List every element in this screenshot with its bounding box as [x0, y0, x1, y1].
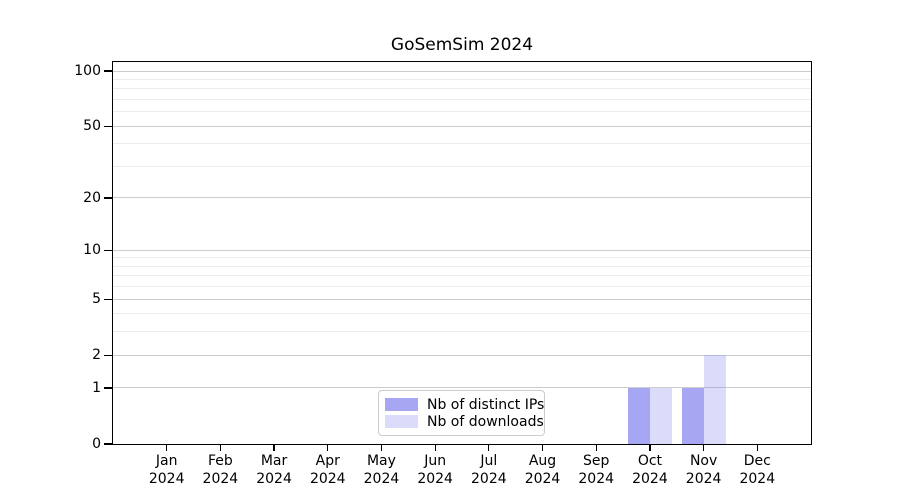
x-tick — [219, 444, 222, 451]
bar-downloads — [703, 355, 726, 444]
y-tick-label: 20 — [83, 189, 101, 206]
legend-item-downloads: Nb of downloads — [385, 413, 544, 430]
gridline-major — [113, 197, 811, 199]
y-tick-label: 2 — [92, 347, 101, 364]
gridline-minor — [113, 313, 811, 315]
x-tick — [756, 444, 758, 451]
gridline-minor — [113, 99, 811, 101]
y-tick — [104, 443, 112, 445]
gridline-minor — [113, 265, 811, 267]
x-tick-label: Aug 2024 — [524, 453, 561, 487]
gridline-minor — [113, 275, 811, 277]
x-tick — [166, 444, 168, 451]
legend-label-distinct-ips: Nb of distinct IPs — [427, 396, 545, 413]
gridline-minor — [113, 257, 811, 259]
x-tick — [380, 444, 383, 451]
gridline-minor — [113, 331, 811, 333]
gridline-minor — [113, 166, 811, 167]
x-tick-label: Jul 2024 — [471, 453, 507, 487]
bar-distinct-ips — [627, 387, 650, 444]
y-tick-label: 50 — [83, 118, 101, 135]
y-tick — [104, 125, 112, 127]
gridline-major — [113, 70, 811, 72]
gridline-major — [113, 249, 811, 251]
x-tick — [541, 444, 544, 451]
legend-label-downloads: Nb of downloads — [427, 413, 544, 430]
y-tick-label: 100 — [74, 63, 101, 80]
x-tick-label: Jan 2024 — [148, 453, 185, 487]
y-tick-label: 5 — [92, 291, 101, 308]
gridline-minor — [113, 78, 811, 80]
x-tick — [595, 444, 597, 451]
y-tick — [104, 70, 112, 72]
gridline-minor — [113, 286, 811, 288]
x-tick-label: Feb 2024 — [202, 453, 239, 487]
y-tick — [104, 387, 112, 389]
bar-distinct-ips — [681, 387, 704, 444]
legend-swatch-distinct-ips — [385, 398, 418, 411]
legend-item-distinct-ips: Nb of distinct IPs — [385, 396, 544, 413]
gridline-minor — [113, 88, 811, 90]
x-tick-label: Oct 2024 — [632, 453, 668, 487]
x-tick-label: May 2024 — [363, 453, 400, 487]
x-tick — [273, 444, 275, 451]
gridline-minor — [113, 143, 811, 145]
x-tick — [434, 444, 436, 451]
y-tick-label: 1 — [92, 379, 101, 396]
y-tick — [104, 298, 112, 300]
gridline-major — [113, 298, 811, 300]
x-tick-label: Mar 2024 — [256, 453, 292, 487]
gridline-major — [113, 387, 811, 389]
x-tick — [702, 444, 705, 451]
x-tick — [488, 444, 490, 451]
x-tick-label: Jun 2024 — [417, 453, 453, 487]
y-tick — [104, 354, 112, 356]
x-tick-label: Nov 2024 — [685, 453, 722, 487]
plot-inner: 0 1 2 5 10 20 50 100 Jan 2024 Feb 2024 Mar 2024 Apr… — [74, 62, 811, 487]
x-tick-label: Dec 2024 — [739, 453, 776, 487]
x-tick-label: Apr 2024 — [309, 453, 346, 487]
y-tick-label: 0 — [92, 436, 101, 452]
x-tick-label: Sep 2024 — [578, 453, 615, 487]
legend: Nb of distinct IPs Nb of downloads — [378, 390, 545, 436]
x-tick — [649, 444, 651, 451]
x-tick — [327, 444, 329, 451]
legend-swatch-downloads — [385, 415, 418, 428]
gridline-major — [113, 354, 811, 356]
gridline-minor — [113, 111, 811, 113]
y-tick-label: 10 — [83, 242, 101, 259]
chart-title: GoSemSim 2024 — [390, 35, 534, 55]
y-tick — [104, 249, 112, 251]
gridline-major — [113, 125, 811, 127]
plot-area: 0 1 2 5 10 20 50 100 Jan 2024 Feb 2024 Mar 2024 Apr… — [74, 61, 812, 487]
y-tick — [104, 197, 112, 199]
bar-downloads — [649, 387, 672, 444]
